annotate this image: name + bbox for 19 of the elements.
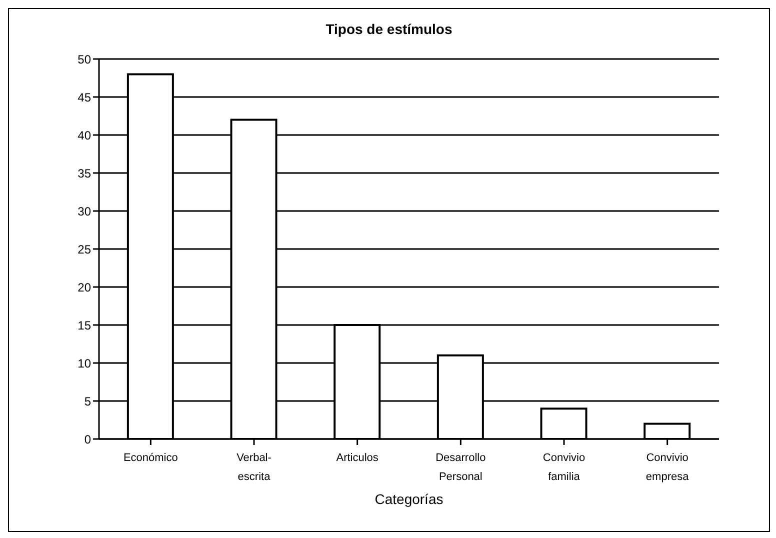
y-tick-label: 20 [78,280,92,294]
y-tick-label: 15 [78,318,92,332]
y-tick-label: 25 [78,242,92,256]
x-tick-label: Económico [123,452,178,464]
y-tick-label: 50 [78,52,92,66]
y-tick-label: 45 [78,90,92,104]
y-tick-label: 40 [78,128,92,142]
x-tick-label: Articulos [336,452,379,464]
x-tick-label: Verbal-escrita [236,452,272,483]
y-tick-label: 10 [78,356,92,370]
y-tick-label: 35 [78,166,92,180]
y-tick-label: 5 [84,394,92,408]
y-tick-label: 0 [84,432,92,446]
y-tick-label: 30 [78,204,92,218]
x-tick-label: Desarrollo Personal [436,452,486,483]
chart-title: Tipos de estímulos [324,21,454,37]
x-tick-label: Convivio familia [542,452,586,483]
x-axis-title: Categorías [374,491,444,507]
x-tick-label: Convivio empresa [646,452,690,483]
